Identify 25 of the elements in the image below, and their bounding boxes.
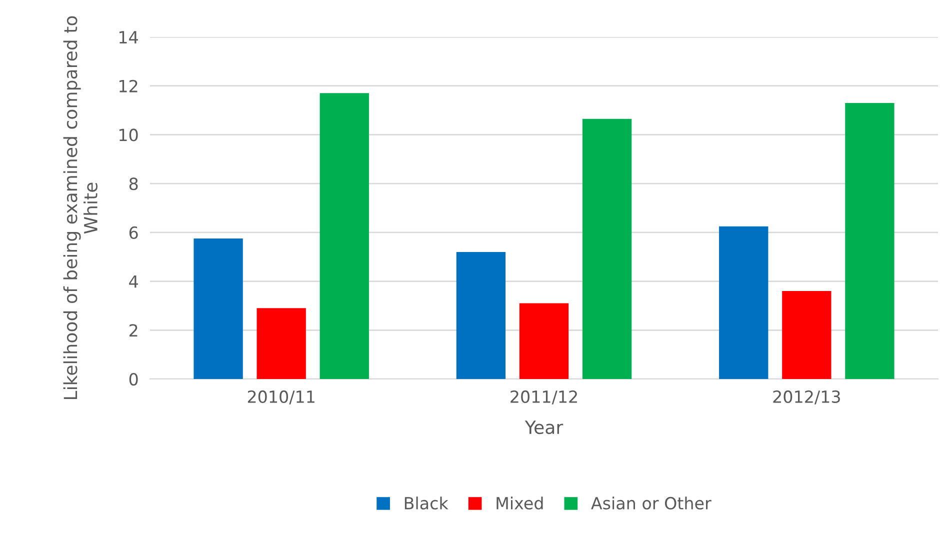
x-tick-label: 2011/12 [510, 390, 577, 404]
bar [194, 238, 243, 379]
bar [320, 93, 369, 379]
bar [256, 308, 306, 379]
x-tick-label: 2012/13 [773, 390, 840, 404]
y-tick-label: 14 [120, 31, 138, 44]
legend-label: Asian or Other [591, 496, 712, 510]
legend-label: Black [404, 496, 448, 510]
bar [719, 226, 768, 379]
legend-label: Mixed [496, 496, 543, 510]
x-axis-title: Year [524, 420, 564, 434]
bar [845, 102, 894, 379]
y-tick-label: 10 [120, 128, 138, 142]
y-tick-label: 12 [120, 80, 138, 92]
y-tick-label: 6 [129, 226, 138, 239]
bar [456, 252, 506, 379]
bar [782, 291, 832, 379]
y-tick-label: 2 [130, 324, 138, 336]
bar [519, 303, 569, 379]
y-tick-label: 4 [129, 275, 138, 288]
x-tick-label: 2010/11 [248, 390, 314, 404]
y-axis-title: Likelihood of being examined compared to White [63, 16, 98, 400]
bar [582, 118, 632, 379]
y-tick-label: 0 [129, 372, 138, 386]
y-tick-label: 8 [129, 178, 138, 190]
